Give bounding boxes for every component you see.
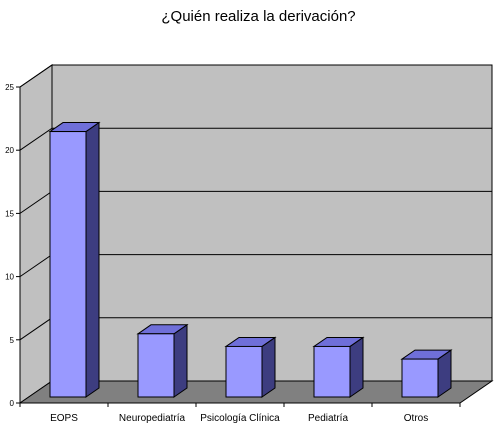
- y-tick-label: 15: [5, 209, 14, 218]
- x-tick-label: EOPS: [50, 413, 78, 424]
- y-tick-label: 0: [10, 399, 15, 408]
- bar-front: [225, 345, 263, 398]
- chart-title: ¿Quién realiza la derivación?: [161, 8, 356, 25]
- bar: [136, 323, 189, 398]
- chart-labels: 0 5 10 15 20 25 EOPS Neuropediatría Psicología C…: [5, 83, 428, 424]
- bar: [400, 349, 453, 398]
- bar-side: [173, 323, 188, 398]
- y-tick-label: 20: [5, 146, 14, 155]
- back-wall: [51, 64, 493, 382]
- bar: [312, 336, 365, 398]
- x-tick-label: Otros: [404, 413, 428, 424]
- gridline: [19, 127, 492, 151]
- side-wall: [19, 64, 53, 404]
- gridline: [19, 64, 492, 88]
- bar: [48, 121, 101, 398]
- bar-side: [85, 121, 100, 398]
- x-tick-label: Psicología Clínica: [200, 413, 280, 424]
- bar-front: [137, 333, 175, 398]
- bar-front: [401, 358, 439, 398]
- chart-bars: [48, 121, 453, 398]
- bar-side: [261, 336, 276, 398]
- y-tick-label: 25: [5, 83, 14, 92]
- y-tick-label: 5: [10, 336, 15, 345]
- bar-front: [313, 345, 351, 398]
- x-tick-label: Neuropediatría: [119, 413, 186, 424]
- y-tick-label: 10: [5, 273, 14, 282]
- chart-walls: [18, 64, 494, 404]
- chart-axes: [16, 86, 461, 407]
- bar: [224, 336, 277, 398]
- bar-front: [49, 131, 87, 398]
- x-tick-label: Pediatría: [308, 413, 348, 424]
- bar-side: [349, 336, 364, 398]
